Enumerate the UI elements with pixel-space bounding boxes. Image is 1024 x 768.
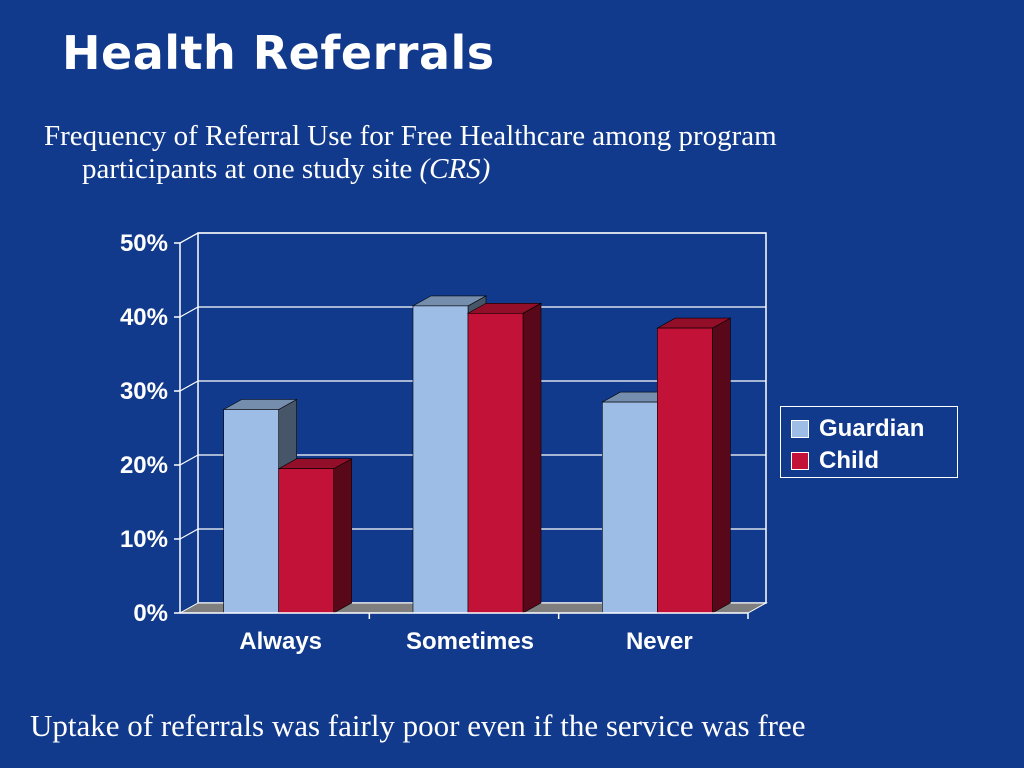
chart-bars	[222, 295, 732, 614]
x-tick-label: Always	[239, 628, 322, 655]
bar-side	[522, 302, 542, 614]
y-axis-top	[179, 232, 199, 244]
legend-item-guardian: Guardian	[791, 413, 957, 445]
subtitle-line2-wrap: participants at one study site (CRS)	[44, 153, 944, 186]
bar-side	[712, 317, 731, 614]
bar-front	[602, 401, 658, 614]
gridline-side	[179, 306, 199, 318]
slide-title: Health Referrals	[62, 26, 495, 80]
legend-swatch-child	[791, 452, 809, 470]
subtitle-line2: participants at one study site	[82, 153, 413, 185]
gridline-side	[179, 454, 199, 466]
bar-front	[657, 327, 713, 614]
gridline-side	[179, 380, 199, 392]
y-tick-label: 50%	[120, 230, 168, 257]
x-tick-label: Never	[626, 628, 693, 655]
y-tick-label: 40%	[120, 304, 168, 331]
x-tick-label: Sometimes	[406, 628, 534, 655]
y-tick-label: 10%	[120, 526, 168, 553]
bar-front	[278, 468, 334, 614]
bar-chart: 0% 10% 20% 30% 40% 50% Always Sometimes Never	[120, 230, 768, 655]
y-tick-label: 30%	[120, 378, 168, 405]
legend-label-child: Child	[819, 447, 879, 474]
chart-axes: 0% 10% 20% 30% 40% 50% Always Sometimes Never	[120, 230, 749, 655]
slide-footer: Uptake of referrals was fairly poor even…	[30, 708, 806, 743]
legend-item-child: Child	[791, 445, 957, 477]
y-tick-label: 20%	[120, 452, 168, 479]
legend-label-guardian: Guardian	[819, 415, 925, 442]
gridline-side	[179, 528, 199, 540]
bar-front	[412, 305, 469, 614]
bar-side	[333, 458, 352, 614]
subtitle-source: (CRS)	[419, 153, 491, 185]
bar-front	[223, 409, 279, 614]
bar-child-never	[656, 317, 732, 614]
subtitle-line1: Frequency of Referral Use for Free Healt…	[44, 120, 777, 152]
chart-legend: Guardian Child	[780, 406, 958, 478]
bar-child-sometimes	[466, 302, 543, 614]
legend-swatch-guardian	[791, 420, 809, 438]
bar-front	[467, 312, 524, 614]
bar-child-always	[277, 458, 353, 614]
chart-subtitle: Frequency of Referral Use for Free Healt…	[44, 120, 944, 186]
y-tick-label: 0%	[133, 600, 168, 627]
